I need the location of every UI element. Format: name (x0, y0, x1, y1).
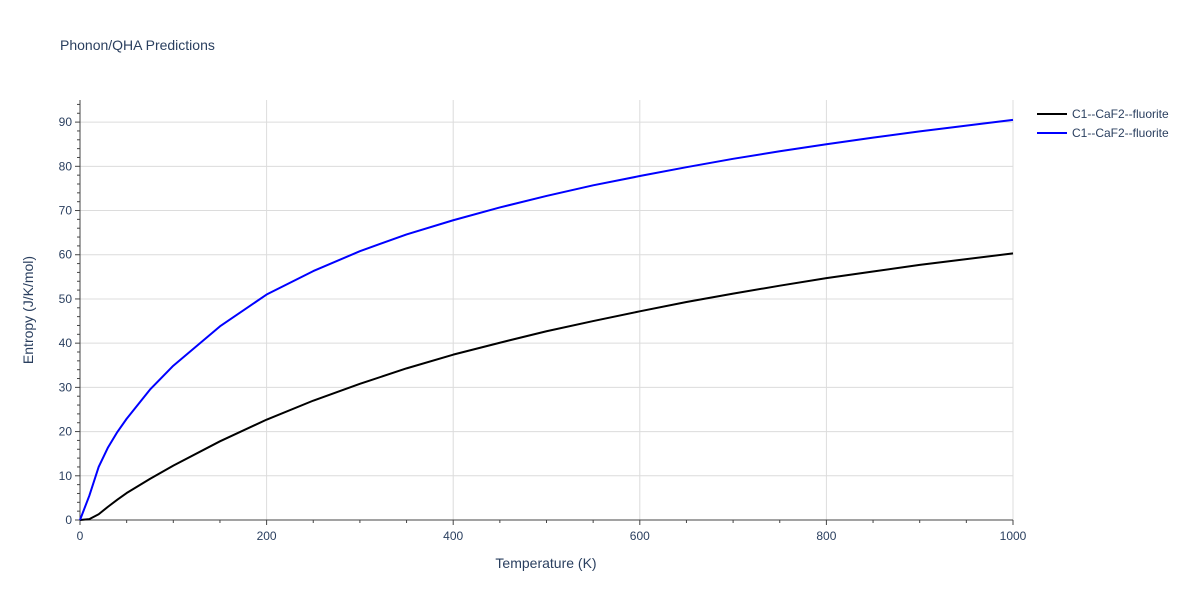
x-tick-label: 1000 (1000, 529, 1027, 543)
x-tick-label: 800 (816, 529, 836, 543)
chart-title: Phonon/QHA Predictions (60, 37, 215, 53)
series-line-1 (79, 252, 1014, 521)
legend-label: C1--CaF2--fluorite (1072, 126, 1169, 140)
y-tick-label: 10 (59, 469, 73, 483)
series-lines (79, 118, 1014, 521)
y-tick-label: 50 (59, 292, 73, 306)
legend[interactable]: C1--CaF2--fluorite C1--CaF2--fluorite (1037, 107, 1169, 140)
x-axis-title: Temperature (K) (495, 555, 596, 571)
legend-item-2[interactable]: C1--CaF2--fluorite (1037, 126, 1169, 140)
series-line-2 (79, 118, 1014, 521)
grid (80, 100, 1014, 520)
y-tick-label: 80 (59, 159, 73, 173)
y-tick-label: 40 (59, 336, 73, 350)
y-tick-label: 60 (59, 248, 73, 262)
x-tick-label: 600 (630, 529, 650, 543)
y-tick-label: 70 (59, 204, 73, 218)
x-tick-label: 0 (77, 529, 84, 543)
y-tick-label: 20 (59, 425, 73, 439)
y-tick-label: 30 (59, 380, 73, 394)
x-tick-label: 400 (443, 529, 463, 543)
y-axis-title: Entropy (J/K/mol) (20, 256, 36, 364)
x-tick-label: 200 (257, 529, 277, 543)
axes: 0 10 20 30 40 50 60 70 80 90 0 200 400 600 800 1000 (59, 100, 1027, 543)
y-tick-label: 0 (65, 513, 72, 527)
legend-item-1[interactable]: C1--CaF2--fluorite (1037, 107, 1169, 121)
y-tick-label: 90 (59, 115, 73, 129)
legend-label: C1--CaF2--fluorite (1072, 107, 1169, 121)
